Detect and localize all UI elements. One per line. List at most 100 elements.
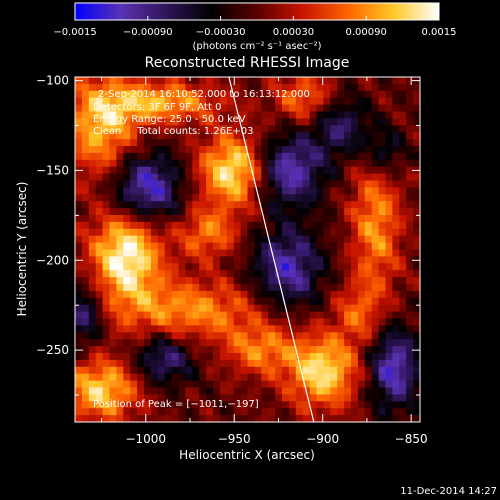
heatmap-cell: [268, 415, 276, 422]
heatmap-cell: [164, 373, 172, 381]
heatmap-cell: [123, 284, 131, 292]
heatmap-cell: [282, 201, 290, 209]
heatmap-cell: [150, 152, 159, 161]
heatmap-cell: [233, 339, 241, 347]
heatmap-cell: [178, 263, 186, 271]
heatmap-cell: [178, 415, 186, 422]
heatmap-cell: [261, 83, 269, 92]
heatmap-cell: [157, 221, 166, 230]
heatmap-cell: [364, 346, 373, 354]
heatmap-cell: [378, 132, 386, 140]
heatmap-cell: [371, 353, 379, 361]
heatmap-cell: [192, 366, 200, 375]
heatmap-cell: [144, 235, 152, 243]
heatmap-cell: [288, 297, 297, 306]
heatmap-cell: [316, 387, 324, 395]
heatmap-cell: [109, 339, 117, 347]
heatmap-cell: [219, 125, 228, 133]
heatmap-cell: [233, 380, 241, 388]
heatmap-cell: [219, 104, 228, 112]
heatmap-cell: [116, 304, 124, 312]
heatmap-cell: [81, 366, 90, 375]
heatmap-cell: [371, 228, 379, 237]
heatmap-cell: [164, 166, 172, 174]
heatmap-cell: [247, 304, 255, 312]
y-tick-label: −200: [36, 253, 69, 267]
heatmap-cell: [371, 90, 379, 99]
heatmap-cell: [233, 311, 241, 319]
heatmap-cell: [150, 304, 159, 312]
heatmap-cell: [344, 256, 352, 264]
heatmap-cell: [75, 359, 83, 368]
heatmap-cell: [206, 152, 214, 161]
heatmap-cell: [178, 139, 186, 147]
heatmap-cell: [399, 118, 407, 126]
annotation-detectors: Detectors: 3F 6F 9F, Att 0: [93, 102, 221, 113]
heatmap-cell: [185, 132, 193, 140]
heatmap-cell: [164, 152, 172, 161]
heatmap-cell: [171, 187, 179, 195]
heatmap-cell: [192, 221, 200, 230]
heatmap-cell: [137, 77, 145, 85]
heatmap-cell: [337, 249, 345, 257]
heatmap-cell: [95, 146, 103, 154]
heatmap-cell: [150, 270, 159, 278]
heatmap-cell: [102, 139, 110, 147]
heatmap-cell: [385, 263, 393, 271]
heatmap-cell: [130, 325, 138, 333]
heatmap-cell: [385, 387, 393, 395]
heatmap-cell: [102, 152, 110, 161]
heatmap-cell: [247, 318, 255, 326]
heatmap-cell: [206, 215, 214, 223]
heatmap-cell: [75, 132, 83, 140]
heatmap-cell: [288, 111, 297, 119]
heatmap-cell: [164, 332, 172, 340]
heatmap-cell: [206, 125, 214, 133]
heatmap-cell: [413, 104, 420, 112]
heatmap-cell: [233, 373, 241, 381]
heatmap-cell: [399, 408, 407, 416]
heatmap-cell: [330, 311, 338, 319]
heatmap-cell: [157, 166, 166, 174]
heatmap-cell: [213, 249, 221, 257]
heatmap-cell: [192, 187, 200, 195]
heatmap-cell: [130, 97, 138, 105]
heatmap-cell: [102, 111, 110, 119]
heatmap-cell: [192, 146, 200, 154]
heatmap-cell: [357, 187, 366, 195]
heatmap-cell: [399, 104, 407, 112]
heatmap-cell: [316, 208, 324, 216]
heatmap-cell: [247, 90, 255, 99]
heatmap-cell: [199, 235, 207, 243]
heatmap-cell: [164, 194, 172, 202]
heatmap-cell: [137, 263, 145, 271]
heatmap-cell: [302, 83, 310, 92]
heatmap-cell: [337, 90, 345, 99]
heatmap-cell: [337, 277, 345, 285]
heatmap-cell: [226, 380, 235, 388]
heatmap-cell: [399, 132, 407, 140]
heatmap-cell: [137, 277, 145, 285]
heatmap-cell: [144, 339, 152, 347]
heatmap-cell: [240, 132, 248, 140]
heatmap-cell: [295, 208, 304, 216]
heatmap-cell: [254, 221, 262, 230]
heatmap-cell: [109, 263, 117, 271]
heatmap-cell: [144, 97, 152, 105]
heatmap-cell: [130, 228, 138, 237]
heatmap-cell: [185, 318, 193, 326]
heatmap-cell: [75, 304, 83, 312]
heatmap-cell: [123, 415, 131, 422]
heatmap-cell: [144, 201, 152, 209]
heatmap-cell: [116, 263, 124, 271]
heatmap-cell: [123, 277, 131, 285]
heatmap-cell: [150, 83, 159, 92]
heatmap-cell: [171, 415, 179, 422]
heatmap-cell: [226, 235, 235, 243]
heatmap-cell: [406, 90, 414, 99]
heatmap-cell: [392, 201, 400, 209]
heatmap-cell: [185, 118, 193, 126]
heatmap-cell: [254, 208, 262, 216]
heatmap-cell: [240, 111, 248, 119]
heatmap-cell: [282, 166, 290, 174]
